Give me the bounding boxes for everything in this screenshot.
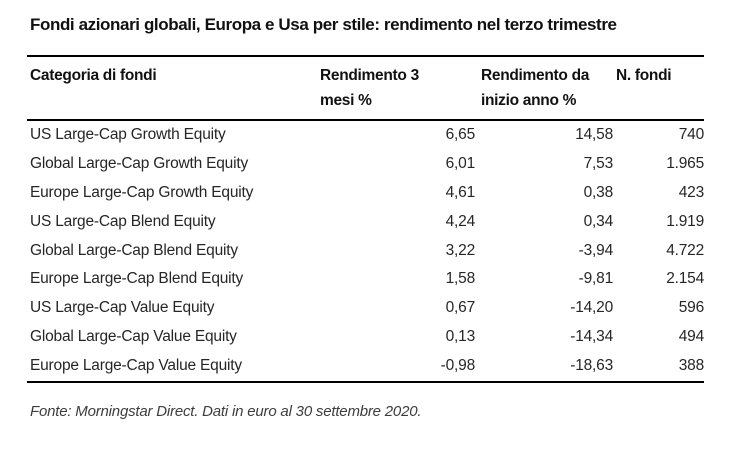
column-header-category: Categoria di fondi: [30, 67, 157, 84]
q3-return-cell: 1,58: [445, 270, 476, 288]
ytd-return-cell: 14,58: [575, 126, 613, 143]
q3-return-cell: 4,61: [445, 183, 476, 201]
category-cell: Europe Large-Cap Value Equity: [30, 357, 242, 375]
table-row: Europe Large-Cap Blend Equity 1,58 -9,81 2.…: [27, 265, 704, 294]
table-row: Europe Large-Cap Growth Equity 4,61 0,38 42…: [27, 179, 704, 208]
fund-count-cell: 423: [678, 183, 704, 201]
ytd-return-cell: -3,94: [578, 241, 614, 259]
header-divider: [27, 119, 704, 121]
q3-return-cell: 4,24: [445, 212, 476, 230]
column-header-fund-count: N. fondi: [616, 67, 672, 84]
table-body: US Large-Cap Growth Equity 6,65 14,58 740 Gl…: [27, 121, 704, 381]
category-cell: US Large-Cap Blend Equity: [30, 212, 216, 230]
q3-return-cell: 0,67: [445, 299, 476, 317]
fund-count-cell: 1.919: [666, 212, 704, 230]
q3-return-cell: 6,65: [445, 126, 476, 143]
table-row: Global Large-Cap Blend Equity 3,22 -3,94 4.…: [27, 237, 704, 266]
column-header-ytd-return: Rendimento da inizio anno %: [481, 67, 590, 109]
category-cell: Europe Large-Cap Growth Equity: [30, 183, 254, 201]
table-row: Global Large-Cap Value Equity 0,13 -14,34 4…: [27, 323, 704, 352]
ytd-return-cell: 0,38: [583, 183, 614, 201]
fund-count-cell: 596: [678, 299, 704, 317]
category-cell: US Large-Cap Growth Equity: [30, 126, 226, 143]
fund-count-cell: 4.722: [666, 241, 704, 259]
fund-count-cell: 388: [678, 357, 704, 375]
category-cell: US Large-Cap Value Equity: [30, 299, 215, 317]
fund-count-cell: 2.154: [666, 270, 704, 288]
category-cell: Global Large-Cap Blend Equity: [30, 241, 238, 259]
fund-count-cell: 1.965: [666, 154, 704, 172]
table-row: US Large-Cap Growth Equity 6,65 14,58 740: [27, 121, 704, 150]
bottom-divider: [27, 381, 704, 384]
fund-count-cell: 494: [678, 328, 704, 346]
ytd-return-cell: 7,53: [583, 154, 614, 172]
ytd-return-cell: -9,81: [578, 270, 614, 288]
ytd-return-cell: -14,20: [570, 299, 613, 317]
column-header-q3-return: Rendimento 3 mesi %: [320, 67, 419, 109]
category-cell: Global Large-Cap Growth Equity: [30, 154, 249, 172]
ytd-return-cell: -14,34: [570, 328, 613, 346]
q3-return-cell: 6,01: [445, 154, 476, 172]
title-divider: [27, 55, 704, 57]
q3-return-cell: -0,98: [440, 357, 476, 375]
q3-return-cell: 0,13: [445, 328, 476, 346]
figure-content: Fondi azionari globali, Europa e Usa per…: [27, 0, 704, 421]
table-row: US Large-Cap Blend Equity 4,24 0,34 1.919: [27, 208, 704, 237]
table-row: US Large-Cap Value Equity 0,67 -14,20 596: [27, 294, 704, 323]
table-row: Global Large-Cap Growth Equity 6,01 7,53 1.…: [27, 150, 704, 179]
ytd-return-cell: 0,34: [583, 212, 614, 230]
source-note: Fonte: Morningstar Direct. Dati in euro …: [30, 403, 422, 421]
category-cell: Europe Large-Cap Blend Equity: [30, 270, 244, 288]
table-row: Europe Large-Cap Value Equity -0,98 -18,63…: [27, 352, 704, 381]
ytd-return-cell: -18,63: [570, 357, 613, 375]
category-cell: Global Large-Cap Value Equity: [30, 328, 237, 346]
table-header-row: Categoria di fondi Rendimento 3 mesi % R…: [27, 57, 704, 119]
figure-title: Fondi azionari globali, Europa e Usa per…: [30, 15, 617, 34]
q3-return-cell: 3,22: [445, 241, 476, 259]
fund-count-cell: 740: [678, 126, 704, 143]
